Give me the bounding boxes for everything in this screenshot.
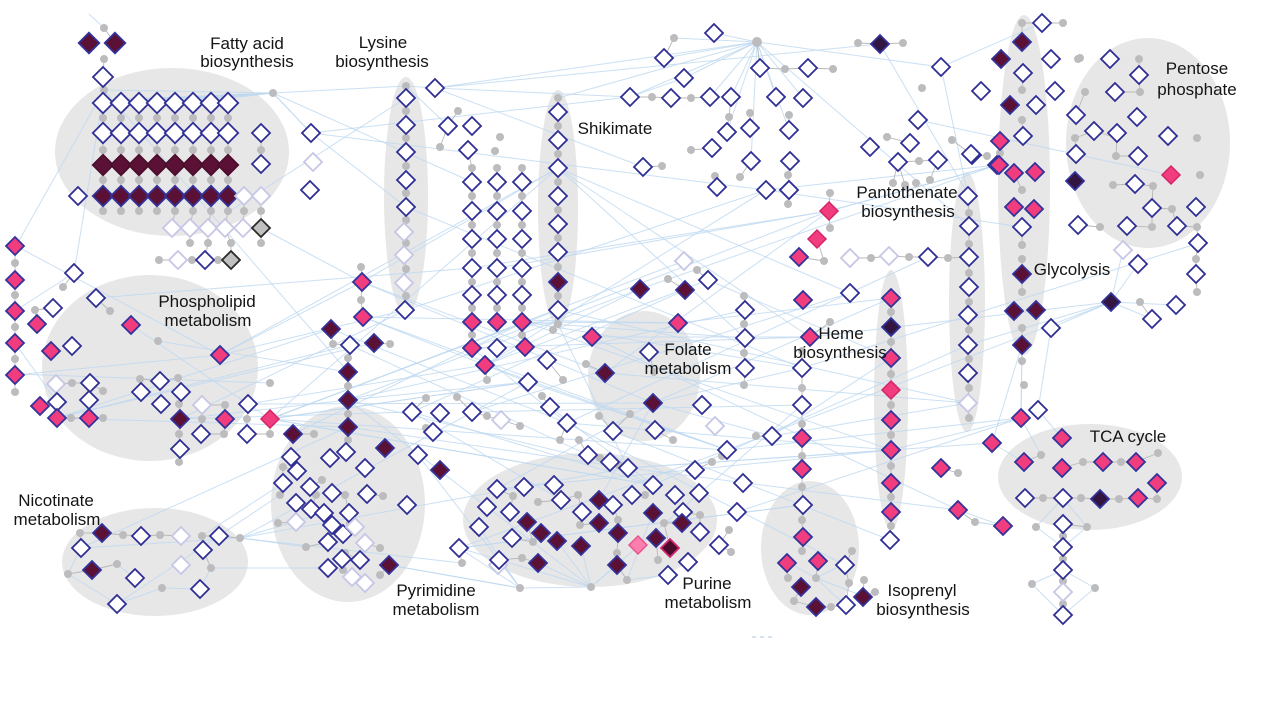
- svg-text:metabolism: metabolism: [14, 510, 101, 529]
- svg-text:biosynthesis: biosynthesis: [861, 202, 955, 221]
- svg-text:Purine: Purine: [682, 574, 731, 593]
- svg-text:Pantothenate: Pantothenate: [856, 183, 957, 202]
- svg-text:Pentose: Pentose: [1166, 59, 1228, 78]
- svg-text:biosynthesis: biosynthesis: [335, 52, 429, 71]
- svg-text:metabolism: metabolism: [393, 600, 480, 619]
- svg-text:Phospholipid: Phospholipid: [158, 292, 255, 311]
- svg-text:TCA cycle: TCA cycle: [1090, 427, 1167, 446]
- svg-text:biosynthesis: biosynthesis: [793, 343, 887, 362]
- svg-text:metabolism: metabolism: [645, 359, 732, 378]
- svg-text:Pyrimidine: Pyrimidine: [396, 581, 475, 600]
- svg-text:Lysine: Lysine: [359, 33, 408, 52]
- svg-text:Fatty acid: Fatty acid: [210, 34, 284, 53]
- svg-text:metabolism: metabolism: [165, 311, 252, 330]
- svg-text:Glycolysis: Glycolysis: [1034, 260, 1111, 279]
- svg-text:Shikimate: Shikimate: [578, 119, 653, 138]
- svg-text:biosynthesis: biosynthesis: [200, 52, 294, 71]
- svg-text:biosynthesis: biosynthesis: [876, 600, 970, 619]
- svg-text:metabolism: metabolism: [665, 593, 752, 612]
- svg-text:phosphate: phosphate: [1157, 80, 1236, 99]
- svg-text:Folate: Folate: [664, 340, 711, 359]
- svg-text:Nicotinate: Nicotinate: [18, 491, 94, 510]
- svg-text:Isoprenyl: Isoprenyl: [888, 581, 957, 600]
- svg-text:Heme: Heme: [818, 324, 863, 343]
